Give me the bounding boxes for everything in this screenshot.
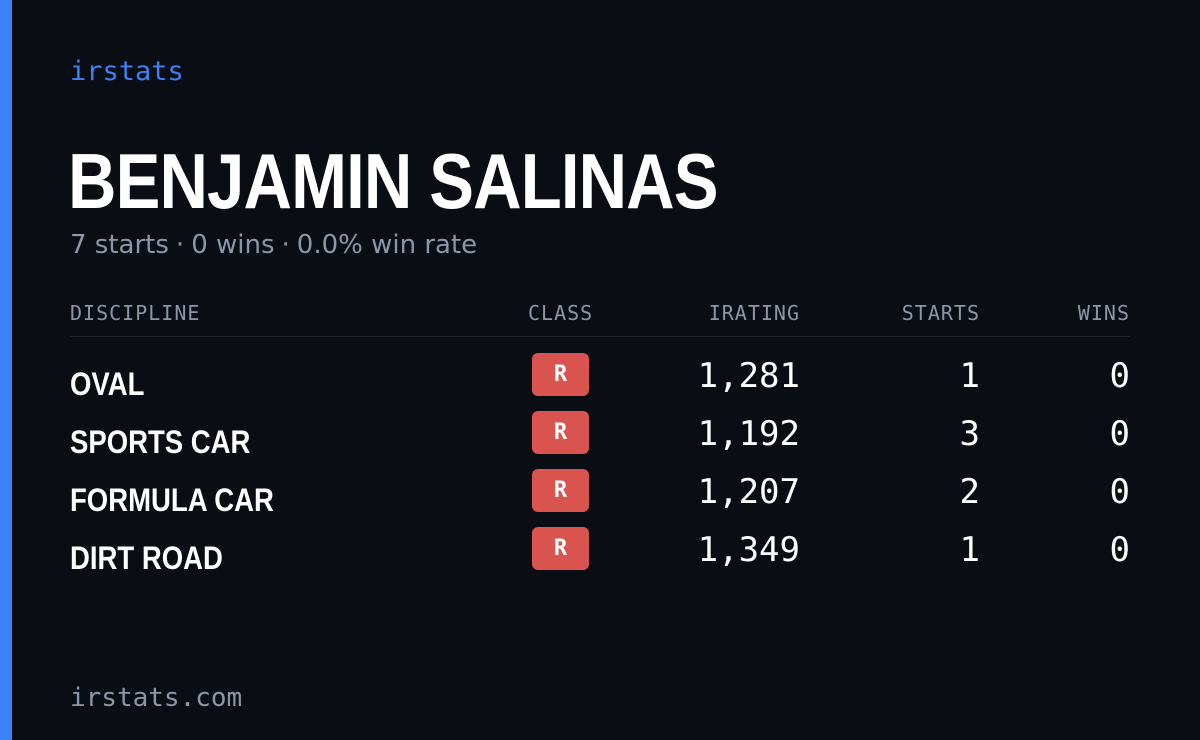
discipline-name: DIRT ROAD <box>70 540 223 576</box>
discipline-name: FORMULA CAR <box>70 482 274 518</box>
column-header-irating: IRATING <box>708 301 800 325</box>
column-header-starts: STARTS <box>901 301 980 325</box>
table-row: DIRT ROAD R 1,349 1 0 <box>70 527 1130 585</box>
table-body: OVAL R 1,281 1 0 SPORTS CAR R 1,192 3 0 … <box>70 353 1130 585</box>
discipline-name: SPORTS CAR <box>70 424 251 460</box>
footer-site-url[interactable]: irstats.com <box>70 683 243 713</box>
license-class-badge: R <box>532 527 589 570</box>
irating-value: 1,349 <box>697 530 800 570</box>
wins-value: 0 <box>1109 472 1130 512</box>
column-header-wins: WINS <box>1077 301 1130 325</box>
irating-value: 1,281 <box>697 356 800 396</box>
brand-logo-text[interactable]: irstats <box>70 56 184 87</box>
wins-value: 0 <box>1109 530 1130 570</box>
starts-summary: 7 starts <box>70 230 169 260</box>
table-row: FORMULA CAR R 1,207 2 0 <box>70 469 1130 527</box>
column-header-class: CLASS <box>528 301 594 325</box>
driver-summary: 7 starts · 0 wins · 0.0% win rate <box>70 228 477 262</box>
accent-bar <box>0 0 12 740</box>
discipline-stats-table: DISCIPLINE CLASS IRATING STARTS WINS OVA… <box>70 298 1130 585</box>
wins-value: 0 <box>1109 414 1130 454</box>
column-header-discipline: DISCIPLINE <box>70 301 201 325</box>
starts-value: 3 <box>959 414 980 454</box>
irating-value: 1,207 <box>697 472 800 512</box>
license-class-badge: R <box>532 353 589 396</box>
win-rate-summary: 0.0% win rate <box>296 230 478 260</box>
wins-summary: 0 wins <box>191 230 275 260</box>
irating-value: 1,192 <box>697 414 800 454</box>
discipline-name: OVAL <box>70 366 145 402</box>
starts-value: 1 <box>959 530 980 570</box>
table-row: OVAL R 1,281 1 0 <box>70 353 1130 411</box>
summary-separator: · <box>175 230 185 260</box>
table-header: DISCIPLINE CLASS IRATING STARTS WINS <box>70 298 1130 337</box>
starts-value: 2 <box>959 472 980 512</box>
license-class-badge: R <box>532 469 589 512</box>
summary-separator: · <box>281 230 290 260</box>
starts-value: 1 <box>959 356 980 396</box>
table-row: SPORTS CAR R 1,192 3 0 <box>70 411 1130 469</box>
wins-value: 0 <box>1109 356 1130 396</box>
driver-name: BENJAMIN SALINAS <box>68 137 719 225</box>
license-class-badge: R <box>532 411 589 454</box>
